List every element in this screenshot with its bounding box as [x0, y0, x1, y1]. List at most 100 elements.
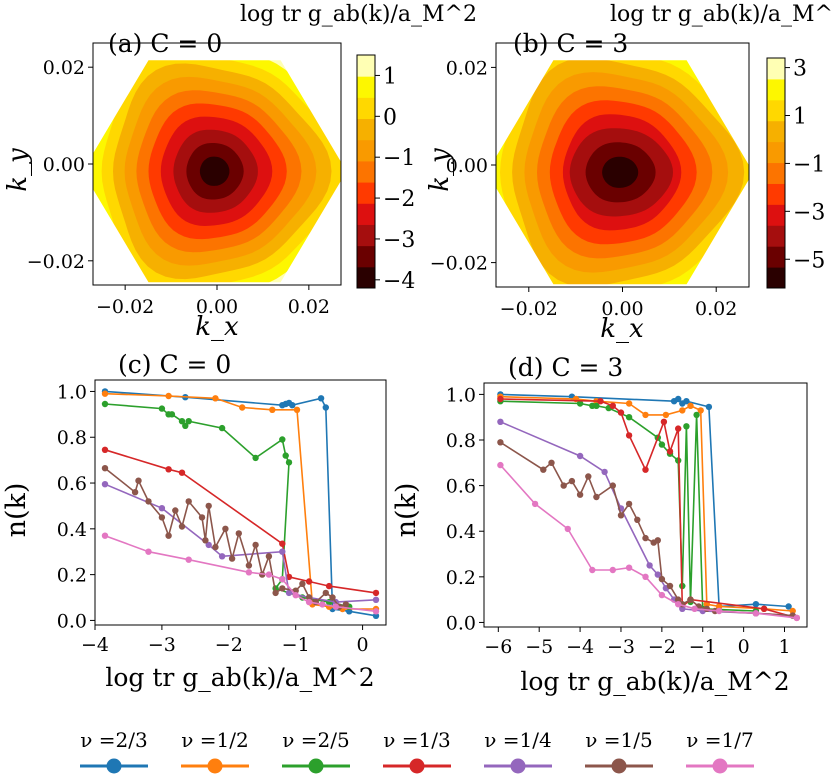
data-point	[222, 525, 229, 532]
legend-marker	[106, 758, 122, 774]
y-tick-label: 1.0	[57, 381, 87, 403]
data-point	[172, 507, 179, 514]
data-point	[687, 402, 694, 409]
data-point	[576, 400, 584, 407]
data-point	[548, 459, 555, 466]
x-axis-label-a: k_x	[195, 312, 239, 342]
y-tick-label: 0.00	[446, 155, 488, 177]
data-point	[182, 422, 189, 429]
data-point	[752, 601, 760, 608]
legend-label: ν =1/7	[686, 728, 753, 752]
colorbar-band	[357, 203, 375, 225]
data-point	[634, 516, 641, 523]
panel-c: −4 −3 −2 −1 0 0.0 0.2 0.4 0.6 0.8 1.0 (c) C = 0 lo…	[1, 350, 387, 692]
data-point	[497, 461, 504, 469]
data-point	[319, 601, 326, 608]
y-tick-label: 0.6	[446, 476, 476, 498]
data-point	[601, 468, 608, 476]
x-tick-label: 0.00	[601, 298, 643, 320]
heatmap-a	[93, 43, 341, 285]
data-point	[789, 607, 796, 615]
data-point	[279, 436, 286, 443]
colorbar-band	[357, 245, 375, 268]
legend-label: ν =2/3	[80, 728, 147, 752]
panel-label-d: (d) C = 3	[508, 353, 623, 382]
legend-marker	[712, 758, 728, 774]
colorbar-band	[767, 58, 785, 80]
axes-ticks-c: −4 −3 −2 −1 0 0.0 0.2 0.4 0.6 0.8 1.0	[57, 381, 369, 656]
colorbar-band	[357, 55, 375, 77]
data-point	[675, 596, 682, 603]
colorbar-band	[357, 97, 375, 120]
data-point	[705, 403, 713, 411]
data-point	[101, 400, 109, 408]
series-23	[101, 388, 380, 619]
data-point	[760, 605, 768, 612]
colorbar-tick-label: 1	[793, 105, 807, 130]
data-point	[101, 446, 109, 453]
data-point	[560, 482, 567, 489]
data-point	[654, 571, 661, 578]
data-point	[285, 589, 293, 597]
legend-marker	[409, 758, 425, 774]
x-tick-label: −0.02	[500, 298, 558, 320]
data-point	[497, 418, 504, 425]
colorbar-band	[767, 204, 785, 226]
y-axis-label-c: n(k)	[1, 483, 32, 538]
data-point	[165, 532, 172, 539]
data-point	[691, 605, 698, 612]
data-point	[185, 418, 192, 425]
colorbar-tick-label: −1	[793, 152, 825, 177]
legend-marker	[510, 758, 526, 774]
colorbar-tick-label: 1	[383, 64, 397, 89]
legend-label: ν =2/5	[282, 728, 349, 752]
data-point	[269, 406, 276, 413]
data-point	[642, 573, 649, 580]
x-axis-label-d: log tr g_ab(k)/a_M^2	[520, 667, 789, 696]
panel-label-c: (c) C = 0	[118, 350, 231, 379]
colorbar-frame	[356, 54, 376, 289]
data-point	[165, 392, 172, 400]
x-tick-label: −5	[525, 636, 553, 658]
data-point	[589, 566, 596, 574]
data-point	[687, 596, 694, 603]
colorbar-frame	[766, 57, 786, 289]
data-point	[617, 409, 625, 416]
data-point	[292, 592, 299, 599]
colorbar-band	[357, 160, 375, 183]
data-point	[675, 395, 682, 403]
data-point	[205, 502, 212, 510]
data-point	[642, 534, 649, 542]
colorbar-band	[767, 78, 785, 101]
data-point	[576, 491, 584, 498]
colorbar-band	[357, 139, 375, 162]
colorbar-a: 1 0 −1 −2 −3 −4	[356, 54, 415, 294]
data-point	[265, 553, 273, 560]
data-point	[662, 411, 670, 419]
data-point	[245, 569, 253, 576]
x-tick-label: 0.00	[196, 296, 238, 318]
colorbar-tick-label: 3	[793, 57, 807, 82]
data-point	[279, 585, 286, 592]
zone-mask	[496, 43, 749, 287]
colorbar-band	[357, 76, 375, 98]
y-tick-label: 0.2	[57, 565, 87, 587]
data-point	[305, 578, 313, 585]
x-tick-label: −3	[607, 636, 635, 658]
data-point	[785, 603, 792, 610]
colorbar-b: 3 1 −1 −3 −5	[766, 57, 825, 289]
data-point	[625, 414, 633, 421]
data-point	[158, 405, 166, 412]
data-point	[228, 555, 236, 562]
legend-item: ν =1/2	[181, 728, 249, 774]
data-point	[609, 566, 616, 574]
y-tick-label: 1.0	[446, 384, 476, 406]
y-tick-label: 0.02	[43, 57, 85, 79]
data-point	[715, 607, 723, 615]
data-point	[585, 473, 592, 480]
series-17	[101, 532, 380, 615]
data-point	[178, 418, 186, 425]
panel-d: −6 −5 −4 −3 −2 −1 0 1 0.0 0.2 0.4 0.6 0.8 1.0 (d) C =…	[391, 353, 808, 696]
data-point	[372, 589, 380, 597]
data-point	[131, 489, 139, 496]
